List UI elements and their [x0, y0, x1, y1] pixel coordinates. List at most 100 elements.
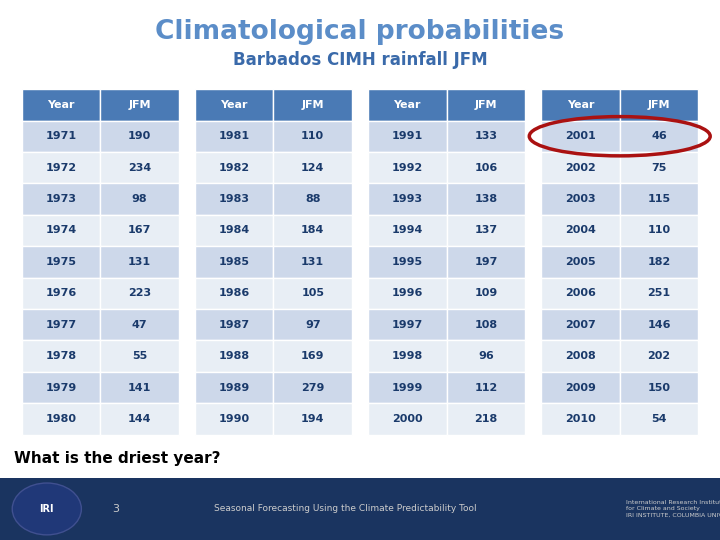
Text: 1997: 1997 — [392, 320, 423, 330]
Text: 1987: 1987 — [219, 320, 250, 330]
Bar — [368, 340, 446, 372]
Text: IRI: IRI — [40, 504, 54, 514]
Text: 167: 167 — [128, 226, 151, 235]
Bar — [100, 246, 179, 278]
Text: 223: 223 — [128, 288, 151, 298]
Bar — [446, 309, 525, 340]
Text: 279: 279 — [301, 382, 325, 393]
Text: 1984: 1984 — [218, 226, 250, 235]
Bar — [368, 152, 446, 184]
Text: 1979: 1979 — [45, 382, 76, 393]
Text: 55: 55 — [132, 351, 147, 361]
Text: 1981: 1981 — [219, 131, 250, 141]
Text: 190: 190 — [128, 131, 151, 141]
Text: 1977: 1977 — [45, 320, 76, 330]
Bar — [274, 120, 352, 152]
Bar — [274, 246, 352, 278]
Bar — [446, 215, 525, 246]
Bar — [100, 340, 179, 372]
Bar — [274, 278, 352, 309]
Bar — [368, 403, 446, 435]
Bar — [368, 184, 446, 215]
Text: 1973: 1973 — [45, 194, 76, 204]
Text: 144: 144 — [128, 414, 151, 424]
Bar — [100, 278, 179, 309]
Text: JFM: JFM — [302, 100, 324, 110]
Bar — [446, 89, 525, 120]
Text: 54: 54 — [652, 414, 667, 424]
Bar — [620, 340, 698, 372]
Text: 1972: 1972 — [45, 163, 76, 173]
Text: 1985: 1985 — [219, 257, 250, 267]
Text: 1998: 1998 — [392, 351, 423, 361]
Bar — [194, 403, 274, 435]
Bar — [620, 89, 698, 120]
Text: 2006: 2006 — [565, 288, 596, 298]
Text: Year: Year — [567, 100, 594, 110]
Bar — [194, 120, 274, 152]
Text: JFM: JFM — [474, 100, 497, 110]
Bar — [22, 89, 100, 120]
Bar — [194, 89, 274, 120]
Text: 131: 131 — [301, 257, 324, 267]
Text: 1992: 1992 — [392, 163, 423, 173]
Bar — [22, 120, 100, 152]
Bar — [541, 278, 620, 309]
Bar — [100, 184, 179, 215]
Text: 1978: 1978 — [45, 351, 76, 361]
Bar — [368, 372, 446, 403]
Text: 184: 184 — [301, 226, 325, 235]
Bar — [620, 278, 698, 309]
Bar — [541, 246, 620, 278]
Text: 146: 146 — [647, 320, 671, 330]
Text: 1980: 1980 — [45, 414, 76, 424]
Bar — [368, 215, 446, 246]
Text: 133: 133 — [474, 131, 498, 141]
Text: 2009: 2009 — [565, 382, 596, 393]
Bar — [194, 340, 274, 372]
Text: 251: 251 — [647, 288, 670, 298]
Bar — [22, 372, 100, 403]
Text: Seasonal Forecasting Using the Climate Predictability Tool: Seasonal Forecasting Using the Climate P… — [215, 504, 477, 514]
Circle shape — [12, 483, 81, 535]
Text: 98: 98 — [132, 194, 148, 204]
Text: 2010: 2010 — [565, 414, 595, 424]
Text: 110: 110 — [301, 131, 324, 141]
Text: 1971: 1971 — [45, 131, 76, 141]
Text: 46: 46 — [651, 131, 667, 141]
Text: Climatological probabilities: Climatological probabilities — [156, 19, 564, 45]
Text: Year: Year — [394, 100, 421, 110]
Bar — [368, 309, 446, 340]
Bar — [194, 215, 274, 246]
Bar — [22, 184, 100, 215]
Bar — [446, 246, 525, 278]
Text: JFM: JFM — [128, 100, 150, 110]
Text: 2007: 2007 — [565, 320, 595, 330]
Text: 106: 106 — [474, 163, 498, 173]
Text: 109: 109 — [474, 288, 498, 298]
Text: 182: 182 — [647, 257, 671, 267]
Text: 2001: 2001 — [565, 131, 595, 141]
Bar — [22, 309, 100, 340]
Text: 218: 218 — [474, 414, 498, 424]
Text: 75: 75 — [652, 163, 667, 173]
Text: 96: 96 — [478, 351, 494, 361]
Text: 137: 137 — [474, 226, 498, 235]
Bar — [446, 372, 525, 403]
Text: 1989: 1989 — [218, 382, 250, 393]
Bar — [446, 403, 525, 435]
Bar — [446, 340, 525, 372]
Bar — [274, 340, 352, 372]
Text: 2002: 2002 — [565, 163, 595, 173]
Bar — [274, 152, 352, 184]
Bar — [620, 152, 698, 184]
Bar — [541, 89, 620, 120]
Bar — [100, 152, 179, 184]
Bar — [446, 278, 525, 309]
Text: 138: 138 — [474, 194, 498, 204]
Bar — [194, 152, 274, 184]
Text: 112: 112 — [474, 382, 498, 393]
Text: 108: 108 — [474, 320, 498, 330]
Text: 1982: 1982 — [219, 163, 250, 173]
Text: 1996: 1996 — [392, 288, 423, 298]
